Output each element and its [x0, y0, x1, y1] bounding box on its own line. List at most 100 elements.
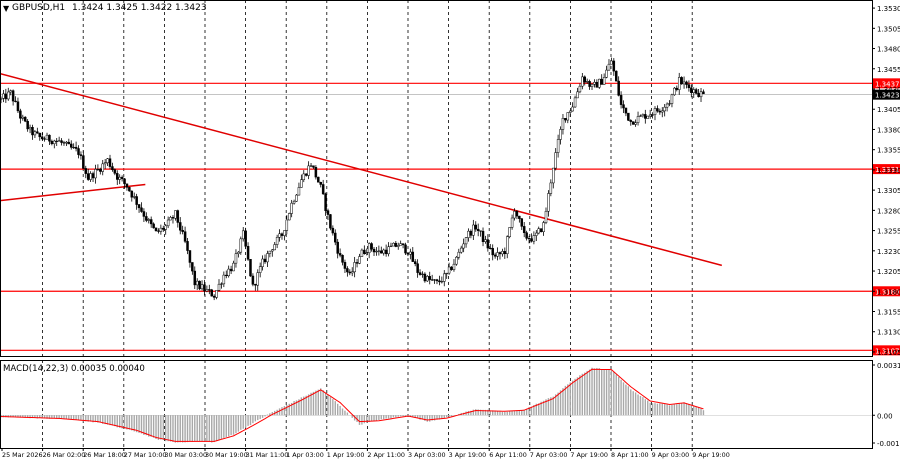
candle-body-down	[315, 167, 317, 177]
price-panel-frame	[1, 1, 873, 357]
candle-body-up	[262, 259, 264, 267]
candle-body-down	[136, 197, 138, 205]
chart-header-arrow: ▼	[3, 4, 10, 13]
candle-body-up	[591, 84, 593, 86]
candle-body-up	[218, 284, 220, 290]
candle-body-down	[504, 251, 506, 253]
candle-body-down	[429, 276, 431, 279]
candle	[228, 266, 230, 278]
candle	[189, 250, 191, 268]
candle-body-down	[116, 173, 118, 179]
candle-body-down	[685, 82, 687, 85]
candle-body-down	[150, 220, 152, 224]
candle-body-up	[455, 257, 457, 264]
candle	[242, 227, 244, 242]
candle	[206, 285, 208, 292]
candle	[19, 109, 21, 124]
candle-body-down	[516, 211, 518, 216]
candle-body-down	[620, 95, 622, 104]
candle	[121, 175, 123, 181]
candle-body-down	[540, 229, 542, 232]
candle-body-up	[368, 244, 370, 253]
candle	[82, 150, 84, 169]
candle	[446, 273, 448, 279]
candle-body-down	[518, 216, 520, 219]
candle	[356, 259, 358, 267]
candle	[472, 220, 474, 240]
y-tick-label: 1.3330	[877, 167, 900, 175]
candle-body-down	[254, 284, 256, 285]
candle-body-down	[436, 280, 438, 281]
candle	[695, 88, 697, 94]
candle-body-down	[618, 81, 620, 95]
candle	[230, 266, 232, 274]
candle	[237, 251, 239, 257]
candle-body-down	[12, 91, 14, 101]
candle	[698, 89, 700, 98]
candle	[351, 267, 353, 276]
candle-body-up	[434, 280, 436, 281]
candle-body-up	[259, 267, 261, 273]
candle-body-up	[383, 250, 385, 253]
candle-body-up	[366, 253, 368, 254]
candle-body-down	[337, 242, 339, 253]
candle	[315, 165, 317, 179]
candle	[107, 158, 109, 166]
candle	[453, 259, 455, 272]
candle-body-down	[249, 259, 251, 276]
candle-body-up	[509, 227, 511, 236]
macd-signal-line	[1, 369, 703, 441]
candle-body-up	[170, 217, 172, 220]
candle	[73, 143, 75, 149]
candle	[349, 269, 351, 275]
candle-body-down	[70, 144, 72, 147]
candle-body-up	[639, 116, 641, 117]
candle-body-up	[654, 108, 656, 114]
candle-body-down	[189, 251, 191, 263]
candle	[327, 209, 329, 220]
candle	[647, 116, 649, 119]
candle-body-up	[606, 70, 608, 77]
candle	[337, 239, 339, 258]
candle	[196, 278, 198, 290]
candle	[407, 252, 409, 256]
candle	[155, 228, 157, 232]
candle	[637, 112, 639, 126]
candle	[620, 91, 622, 108]
candle-body-down	[320, 182, 322, 184]
candle-body-up	[296, 195, 298, 201]
candle-body-up	[421, 274, 423, 275]
candle	[94, 165, 96, 184]
candle	[48, 134, 50, 145]
candle-body-down	[63, 143, 65, 144]
candle-body-down	[162, 228, 164, 229]
candle	[259, 263, 261, 278]
candle-body-up	[574, 98, 576, 107]
candle	[317, 177, 319, 183]
candle	[627, 113, 629, 121]
candle-body-up	[10, 91, 12, 92]
candle-body-down	[109, 159, 111, 167]
candle	[70, 140, 72, 149]
candle-body-down	[27, 121, 29, 129]
candle	[499, 252, 501, 260]
candle-body-down	[157, 231, 159, 232]
candle-body-up	[102, 164, 104, 172]
candle	[12, 89, 14, 105]
candle	[34, 130, 36, 138]
candle	[613, 58, 615, 76]
candle	[654, 106, 656, 120]
candle	[504, 248, 506, 259]
ohlc-label: 1.3424 1.3425 1.3422 1.3423	[72, 3, 207, 13]
candle-body-down	[523, 226, 525, 232]
candle-body-up	[453, 264, 455, 270]
candle-body-down	[327, 211, 329, 215]
candle	[296, 194, 298, 202]
candle-body-down	[492, 248, 494, 255]
candle	[131, 190, 133, 201]
candle	[601, 74, 603, 84]
candle-body-up	[535, 233, 537, 236]
candle-body-down	[199, 281, 201, 289]
